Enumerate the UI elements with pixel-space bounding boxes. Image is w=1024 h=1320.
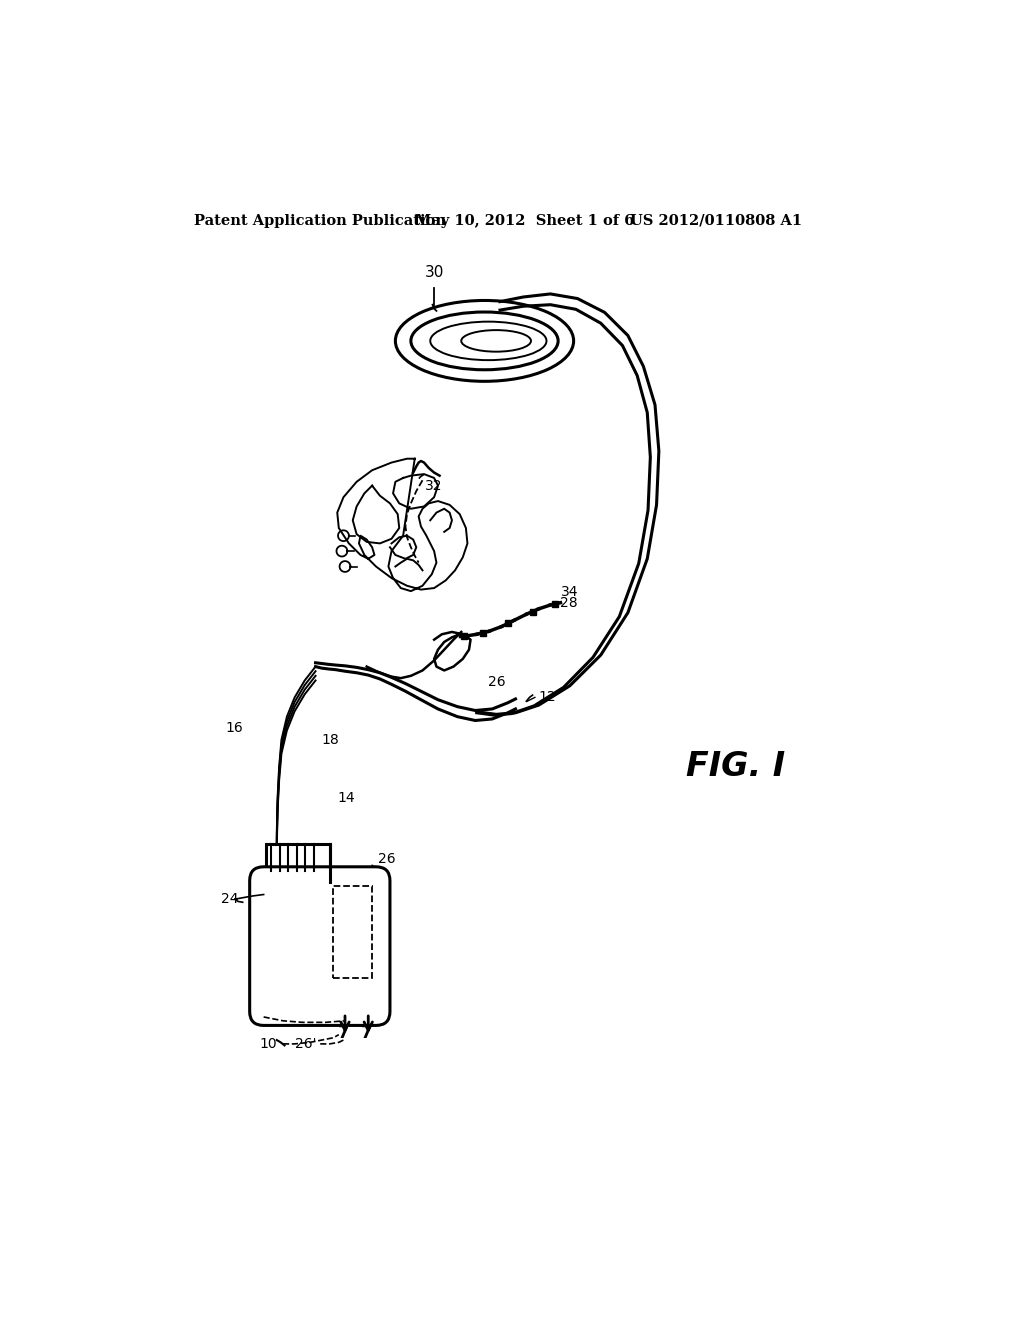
Text: 30: 30: [424, 265, 443, 280]
Text: 10: 10: [259, 1038, 276, 1051]
Text: 16: 16: [225, 721, 243, 735]
Text: 7: 7: [338, 1024, 349, 1043]
FancyBboxPatch shape: [250, 867, 390, 1026]
Text: 24: 24: [221, 892, 239, 906]
Text: 7: 7: [360, 1024, 373, 1043]
Text: 26: 26: [378, 853, 395, 866]
Text: Patent Application Publication: Patent Application Publication: [194, 214, 445, 228]
Text: 14: 14: [337, 791, 355, 804]
Bar: [266, 843, 330, 882]
Text: May 10, 2012  Sheet 1 of 6: May 10, 2012 Sheet 1 of 6: [415, 214, 634, 228]
Text: 32: 32: [425, 479, 442, 492]
Text: 26': 26': [295, 1038, 316, 1051]
Text: US 2012/0110808 A1: US 2012/0110808 A1: [630, 214, 803, 228]
Text: 18: 18: [322, 733, 340, 747]
Text: 12: 12: [539, 690, 556, 705]
Text: 34: 34: [560, 585, 578, 599]
Text: 28: 28: [560, 597, 579, 610]
Text: 26: 26: [488, 675, 506, 689]
Bar: [334, 886, 372, 978]
Text: FIG. I: FIG. I: [686, 750, 785, 783]
